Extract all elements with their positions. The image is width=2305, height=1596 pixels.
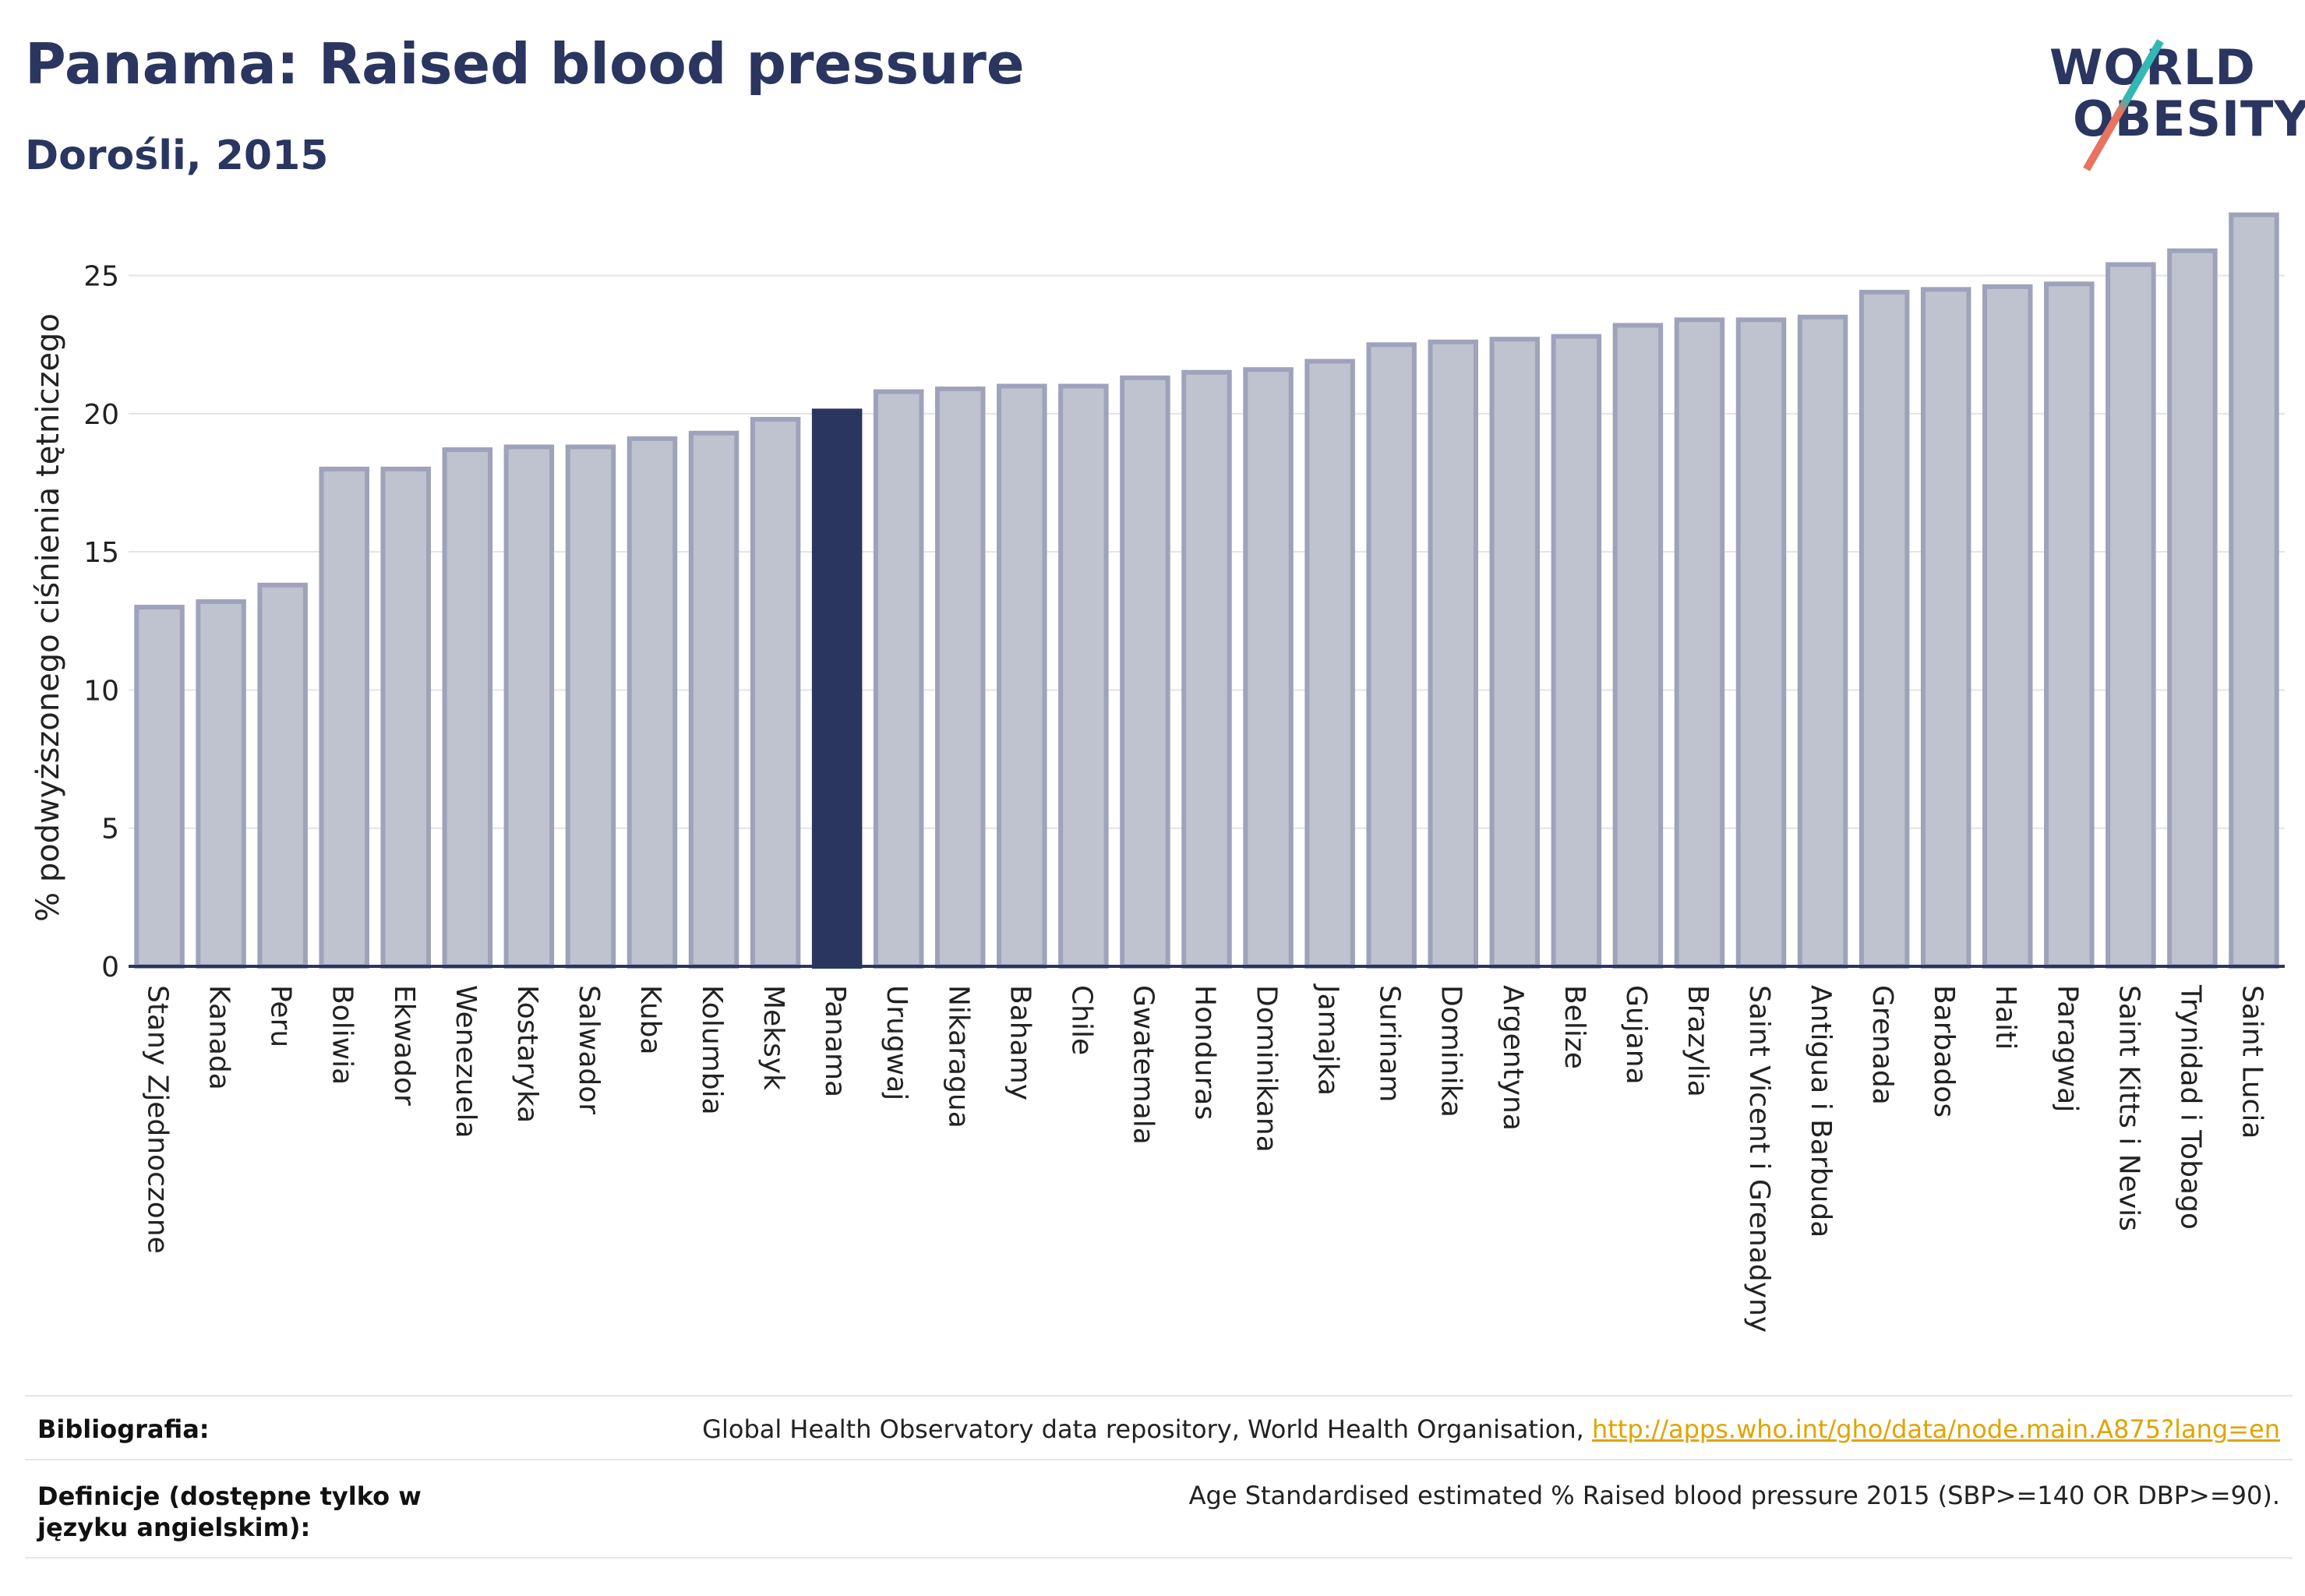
bar-brazylia[interactable] [1674, 317, 1725, 969]
chart-subtitle: Dorośli, 2015 [25, 132, 329, 179]
bar-chart: 0 5 10 15 20 25 Stany Zjednoczone Kanada Peru Bo… [30, 212, 2285, 1333]
bar-boliwia[interactable] [319, 466, 369, 969]
x-tick-label: Barbados [1928, 985, 1960, 1118]
bar-surinam[interactable] [1366, 342, 1417, 969]
y-tick-label: 0 [101, 952, 119, 983]
y-tick-label: 10 [83, 675, 119, 707]
x-tick-label: Kanada [203, 985, 235, 1090]
definitions-label: Definicje (dostępne tylko w języku angie… [37, 1481, 422, 1542]
x-tick-label: Haiti [1989, 985, 2021, 1050]
bibliography-row: Bibliografia: Global Health Observatory … [25, 1414, 2293, 1446]
bar-saint-lucia[interactable] [2229, 212, 2279, 969]
bar-stany-zjednoczone[interactable] [134, 605, 185, 969]
x-tick-label: Bahamy [1004, 985, 1036, 1100]
bibliography-link[interactable]: http://apps.who.int/gho/data/node.main.A… [1591, 1414, 2280, 1444]
y-tick-label: 15 [83, 537, 119, 569]
bar-kanada[interactable] [196, 599, 246, 969]
bar-meksyk[interactable] [750, 417, 801, 969]
x-tick-label: Meksyk [757, 985, 789, 1090]
y-tick-label: 5 [101, 814, 119, 846]
x-tick-label: Argentyna [1497, 985, 1529, 1131]
bar-panama[interactable] [811, 408, 863, 969]
x-tick-label: Jamajka [1312, 983, 1344, 1096]
x-tick-label: Urugwaj [881, 985, 912, 1100]
x-tick-label: Gwatemala [1127, 985, 1159, 1145]
bar-kolumbia[interactable] [688, 430, 740, 969]
bar-barbados[interactable] [1920, 287, 1971, 969]
definitions-row: Definicje (dostępne tylko w języku angie… [25, 1481, 2293, 1551]
definitions-value: Age Standardised estimated % Raised bloo… [1188, 1481, 2280, 1510]
x-tick-label: Stany Zjednoczone [142, 985, 174, 1254]
bar-nikaragua[interactable] [935, 387, 986, 969]
x-tick-label: Ekwador [388, 985, 420, 1106]
bar-wenezuela[interactable] [442, 447, 493, 969]
bar-chile[interactable] [1058, 383, 1109, 969]
divider [25, 1557, 2293, 1559]
bar-dominikana[interactable] [1243, 367, 1294, 969]
x-tick-label: Belize [1558, 985, 1590, 1069]
bar-paragwaj[interactable] [2044, 281, 2095, 969]
x-tick-label: Chile [1065, 985, 1097, 1055]
bibliography-value: Global Health Observatory data repositor… [702, 1414, 2280, 1444]
x-tick-label: Wenezuela [450, 985, 482, 1139]
x-tick-label: Grenada [1866, 985, 1898, 1105]
bar-saint-kitts-i-nevis[interactable] [2106, 262, 2156, 969]
chart-title: Panama: Raised blood pressure [25, 31, 1025, 97]
bar-peru[interactable] [257, 582, 308, 969]
bar-trynidad-i-tobago[interactable] [2167, 248, 2218, 969]
bar-kuba[interactable] [627, 436, 678, 969]
bar-grenada[interactable] [1858, 289, 1910, 969]
bar-urugwaj[interactable] [873, 389, 924, 969]
x-tick-label: Surinam [1374, 985, 1406, 1102]
x-tick-label: Saint Vicent i Grenadyny [1743, 985, 1775, 1333]
x-tick-label: Kuba [634, 985, 666, 1055]
bar-jamajka[interactable] [1304, 358, 1355, 969]
bar-saint-vicent-i-grenadyny[interactable] [1735, 317, 1787, 969]
x-tick-label: Kolumbia [696, 985, 728, 1115]
bars [134, 212, 2279, 969]
x-tick-labels: Stany Zjednoczone Kanada Peru Boliwia Ekwado… [142, 983, 2268, 1333]
bar-haiti[interactable] [1982, 284, 2033, 969]
bar-salwador[interactable] [565, 444, 616, 969]
x-tick-label: Honduras [1189, 985, 1221, 1120]
y-tick-label: 20 [83, 399, 119, 431]
x-tick-label: Saint Kitts i Nevis [2113, 985, 2144, 1231]
y-tick-labels: 0 5 10 15 20 25 [83, 261, 119, 983]
y-tick-label: 25 [83, 261, 119, 293]
bar-argentyna[interactable] [1489, 337, 1541, 969]
divider [25, 1459, 2293, 1460]
bar-gwatemala[interactable] [1120, 375, 1170, 969]
x-tick-label: Trynidad i Tobago [2174, 984, 2206, 1230]
x-tick-label: Antigua i Barbuda [1805, 985, 1837, 1238]
x-tick-label: Kostaryka [511, 985, 543, 1123]
x-tick-label: Dominika [1435, 985, 1467, 1118]
x-tick-label: Boliwia [327, 985, 358, 1085]
x-tick-label: Nikaragua [942, 985, 974, 1128]
x-tick-label: Peru [265, 985, 297, 1047]
y-axis-label: % podwyższonego ciśnienia tętniczego [30, 313, 66, 922]
x-tick-label: Gujana [1620, 985, 1652, 1085]
bar-dominika[interactable] [1428, 339, 1478, 969]
x-tick-label: Paragwaj [2051, 985, 2083, 1112]
divider [25, 1395, 2293, 1396]
bibliography-text: Global Health Observatory data repositor… [702, 1414, 1592, 1444]
bar-kostaryka[interactable] [503, 444, 555, 969]
bar-gujana[interactable] [1612, 323, 1664, 969]
x-tick-label: Saint Lucia [2236, 985, 2268, 1139]
x-tick-label: Panama [819, 985, 851, 1097]
x-tick-label: Dominikana [1251, 985, 1283, 1153]
x-tick-label: Salwador [573, 985, 605, 1114]
world-obesity-logo: WORLD OBESITY [2042, 39, 2305, 171]
x-tick-label: Brazylia [1682, 985, 1714, 1097]
bar-ekwador[interactable] [380, 466, 432, 969]
bar-antigua-i-barbuda[interactable] [1797, 314, 1848, 969]
bar-bahamy[interactable] [997, 383, 1047, 969]
bar-belize[interactable] [1551, 334, 1602, 969]
bibliography-label: Bibliografia: [37, 1414, 210, 1444]
bar-honduras[interactable] [1181, 369, 1232, 969]
